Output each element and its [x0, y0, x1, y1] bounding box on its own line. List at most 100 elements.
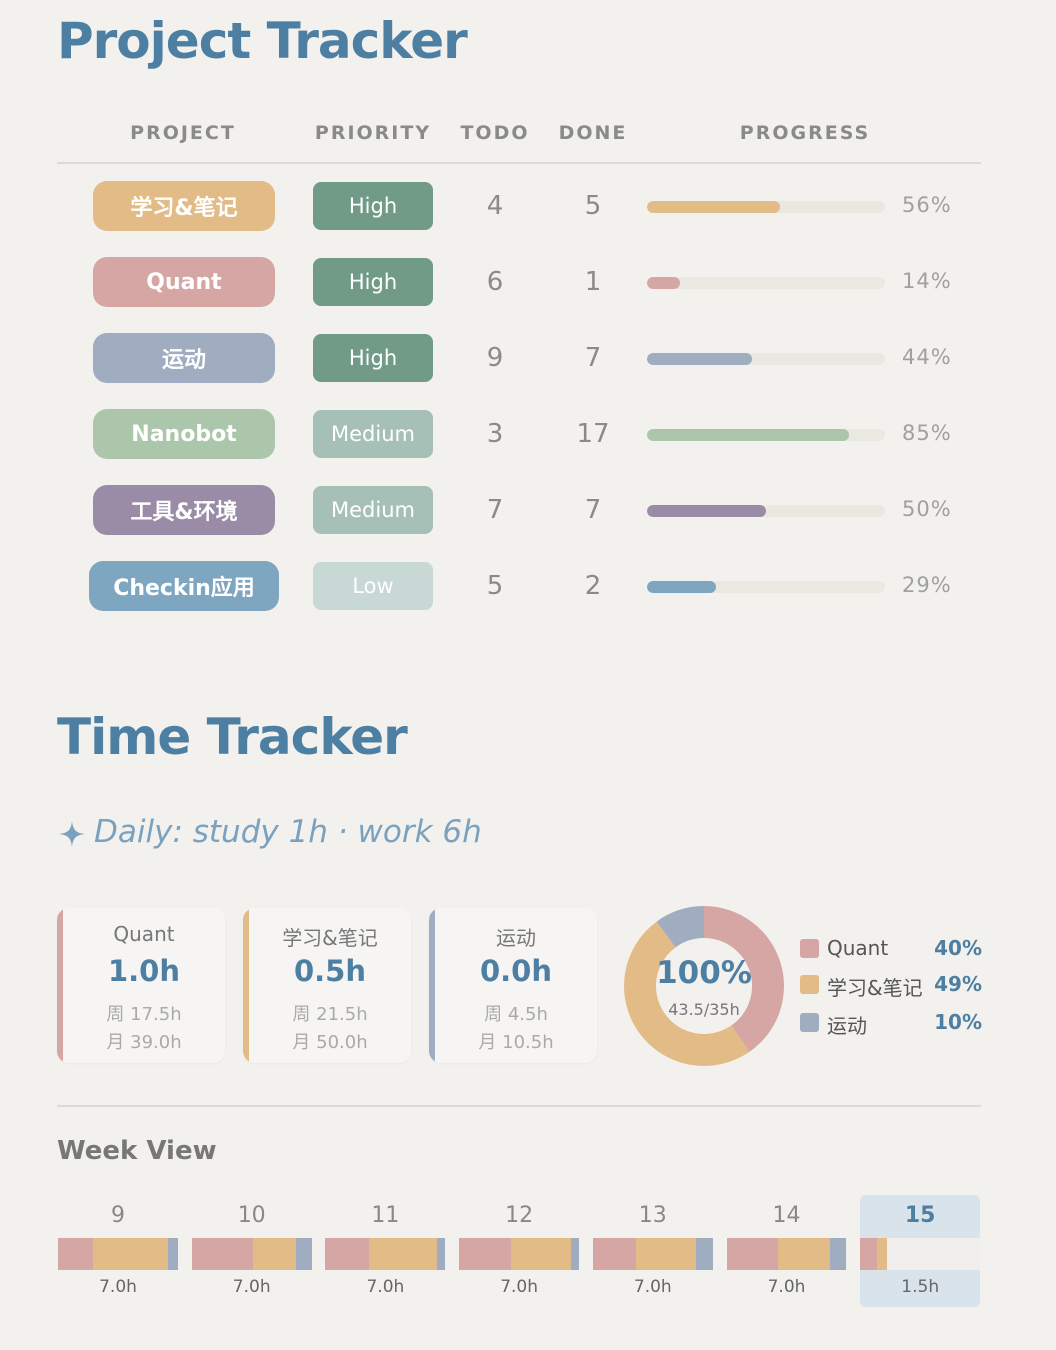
progress-bar	[647, 201, 885, 213]
done-count: 17	[576, 419, 610, 449]
legend-label: Quant	[827, 936, 889, 960]
week-day-bar-segment	[296, 1238, 312, 1270]
priority-badge: Medium	[313, 410, 433, 458]
project-row[interactable]: Nanobot Medium 3 17 85%	[0, 409, 1056, 461]
week-day[interactable]: 10 7.0h	[191, 1195, 312, 1307]
priority-badge: High	[313, 182, 433, 230]
week-day-bar	[191, 1238, 312, 1270]
legend-item: 运动 10%	[800, 1008, 982, 1038]
progress-bar-fill	[647, 581, 717, 593]
week-day-bar-segment	[459, 1238, 511, 1270]
project-name-badge[interactable]: Quant	[93, 257, 275, 307]
project-tracker-title: Project Tracker	[57, 12, 468, 70]
card-accent	[57, 908, 63, 1063]
week-day-bar-segment	[876, 1238, 887, 1270]
week-day-bar-segment	[695, 1238, 713, 1270]
week-day[interactable]: 13 7.0h	[592, 1195, 713, 1307]
week-day-bar-segment	[829, 1238, 847, 1270]
header-project: PROJECT	[130, 122, 236, 144]
project-name-badge[interactable]: 工具&环境	[93, 485, 275, 535]
week-day-bar-segment	[510, 1238, 571, 1270]
done-count: 1	[584, 267, 602, 297]
week-day-bar-segment	[436, 1238, 446, 1270]
card-week-hours: 周 17.5h	[106, 1004, 182, 1025]
project-name-badge[interactable]: Checkin应用	[89, 561, 279, 611]
project-row[interactable]: Quant High 6 1 14%	[0, 257, 1056, 309]
project-name-badge[interactable]: Nanobot	[93, 409, 275, 459]
week-day-bar	[860, 1238, 981, 1270]
progress-bar	[647, 277, 885, 289]
progress-bar-fill	[647, 429, 850, 441]
progress-bar	[647, 429, 885, 441]
week-day-hours: 7.0h	[500, 1277, 538, 1297]
project-name-badge[interactable]: 学习&笔记	[93, 181, 275, 231]
week-view-title: Week View	[57, 1136, 217, 1166]
project-row[interactable]: 工具&环境 Medium 7 7 50%	[0, 485, 1056, 537]
legend-swatch	[800, 1013, 819, 1032]
card-today-hours: 1.0h	[107, 954, 181, 988]
done-count: 5	[584, 191, 602, 221]
header-priority: PRIORITY	[314, 122, 432, 144]
time-card[interactable]: 运动 0.0h 周 4.5h 月 10.5h	[429, 908, 597, 1063]
legend-label: 学习&笔记	[827, 976, 923, 1000]
week-day-bar	[592, 1238, 713, 1270]
legend-percent: 40%	[934, 936, 982, 960]
legend-item: Quant 40%	[800, 934, 982, 964]
progress-bar	[647, 353, 885, 365]
priority-badge: High	[313, 334, 433, 382]
header-progress: PROGRESS	[739, 122, 871, 144]
priority-badge: Low	[313, 562, 433, 610]
week-day-hours: 7.0h	[767, 1277, 806, 1297]
donut-segment	[623, 921, 750, 1066]
week-day[interactable]: 9 7.0h	[58, 1195, 178, 1307]
sparkle-icon	[59, 821, 85, 847]
card-today-hours: 0.0h	[479, 954, 553, 988]
donut-segment	[656, 906, 704, 948]
card-week-hours: 周 21.5h	[292, 1004, 368, 1025]
week-day-number: 11	[371, 1203, 400, 1228]
week-day[interactable]: 14 7.0h	[726, 1195, 847, 1307]
week-day-bar-segment	[92, 1238, 169, 1270]
progress-percent: 44%	[902, 345, 952, 369]
todo-count: 3	[486, 419, 504, 449]
week-day[interactable]: 12 7.0h	[459, 1195, 580, 1307]
legend-percent: 10%	[934, 1010, 982, 1034]
week-day-bar-segment	[860, 1238, 877, 1270]
progress-percent: 29%	[902, 573, 952, 597]
week-day[interactable]: 11 7.0h	[325, 1195, 446, 1307]
project-name-badge[interactable]: 运动	[93, 333, 275, 383]
week-day-bar-segment	[325, 1238, 369, 1270]
progress-bar-fill	[647, 505, 766, 517]
progress-percent: 56%	[902, 193, 952, 217]
legend-swatch	[800, 939, 819, 958]
todo-count: 6	[486, 267, 504, 297]
week-day-hours: 7.0h	[99, 1277, 137, 1297]
week-day-bar-segment	[592, 1238, 636, 1270]
week-day-number: 13	[638, 1203, 667, 1228]
legend-label: 运动	[827, 1014, 867, 1038]
week-day-bar	[58, 1238, 178, 1270]
section-divider	[57, 1105, 981, 1107]
done-count: 2	[584, 571, 602, 601]
donut-segment	[704, 906, 784, 1052]
header-done: DONE	[558, 122, 628, 144]
project-row[interactable]: 运动 High 9 7 44%	[0, 333, 1056, 385]
done-count: 7	[584, 343, 602, 373]
progress-bar	[647, 505, 885, 517]
week-day-number: 15	[904, 1203, 936, 1228]
week-day-bar	[325, 1238, 446, 1270]
project-row[interactable]: 学习&笔记 High 4 5 56%	[0, 181, 1056, 233]
progress-percent: 85%	[902, 421, 952, 445]
priority-badge: Medium	[313, 486, 433, 534]
week-day-bar-segment	[191, 1238, 253, 1270]
time-card[interactable]: 学习&笔记 0.5h 周 21.5h 月 50.0h	[243, 908, 411, 1063]
card-month-hours: 月 10.5h	[478, 1032, 554, 1053]
daily-goal-text: Daily: study 1h · work 6h	[94, 814, 482, 850]
week-day-number: 9	[111, 1203, 125, 1228]
project-row[interactable]: Checkin应用 Low 5 2 29%	[0, 561, 1056, 613]
time-card[interactable]: Quant 1.0h 周 17.5h 月 39.0h	[57, 908, 225, 1063]
week-day-today[interactable]: 15 1.5h	[860, 1195, 981, 1307]
week-day-number: 10	[237, 1203, 266, 1228]
card-project-name: 运动	[496, 926, 536, 950]
progress-bar-fill	[647, 353, 752, 365]
